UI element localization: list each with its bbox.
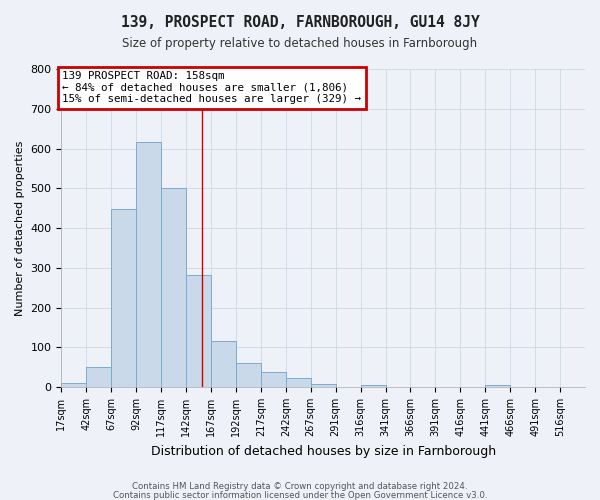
Bar (186, 274, 211, 387)
Bar (86, 367, 111, 387)
Bar (111, 209, 136, 387)
Text: 139 PROSPECT ROAD: 158sqm
← 84% of detached houses are smaller (1,806)
15% of se: 139 PROSPECT ROAD: 158sqm ← 84% of detac… (62, 71, 361, 104)
Bar (286, 378, 311, 387)
Text: Contains HM Land Registry data © Crown copyright and database right 2024.: Contains HM Land Registry data © Crown c… (132, 482, 468, 491)
Bar (261, 372, 286, 387)
Bar (136, 142, 161, 387)
Text: Size of property relative to detached houses in Farnborough: Size of property relative to detached ho… (122, 38, 478, 51)
Text: Contains public sector information licensed under the Open Government Licence v3: Contains public sector information licen… (113, 490, 487, 500)
Bar (236, 363, 261, 387)
Bar (61, 383, 86, 387)
Bar (161, 188, 186, 387)
Bar (361, 385, 386, 387)
X-axis label: Distribution of detached houses by size in Farnborough: Distribution of detached houses by size … (151, 444, 496, 458)
Y-axis label: Number of detached properties: Number of detached properties (15, 140, 25, 316)
Text: 139, PROSPECT ROAD, FARNBOROUGH, GU14 8JY: 139, PROSPECT ROAD, FARNBOROUGH, GU14 8J… (121, 15, 479, 30)
Bar (485, 385, 510, 387)
Bar (311, 384, 335, 387)
Bar (211, 340, 236, 387)
